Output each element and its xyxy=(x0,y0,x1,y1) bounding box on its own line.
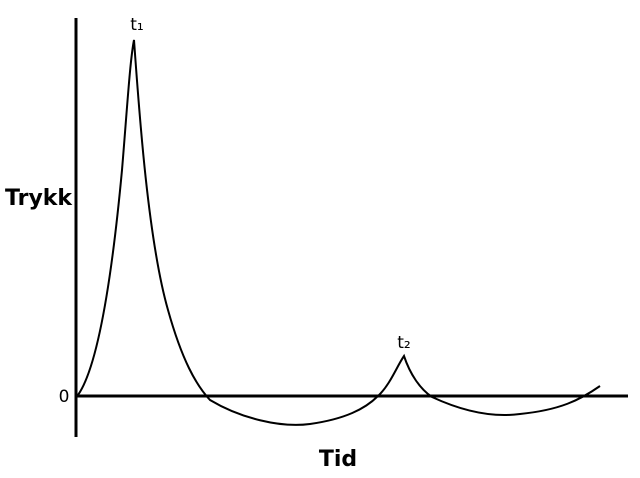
x-axis-label: Tid xyxy=(319,447,357,472)
peak-label: t₁ xyxy=(130,15,143,35)
pressure-curve xyxy=(77,39,601,426)
peak-label: t₂ xyxy=(397,333,410,353)
origin-label: 0 xyxy=(59,387,70,407)
y-axis-label: Trykk xyxy=(5,186,73,211)
